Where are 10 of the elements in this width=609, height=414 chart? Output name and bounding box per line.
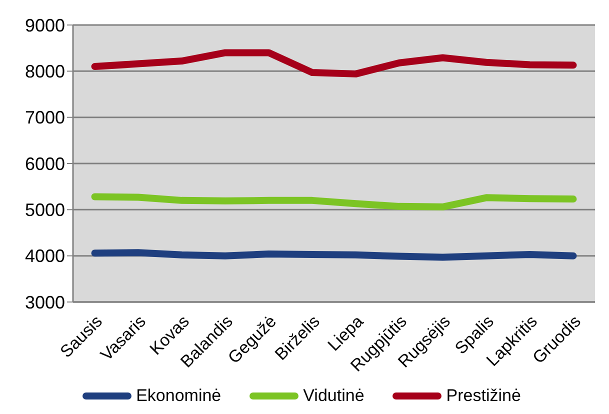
legend-label: Prestižinė — [445, 386, 521, 406]
legend-label: Ekonominė — [135, 386, 222, 406]
y-tick-label: 4000 — [24, 246, 65, 266]
y-tick-label: 9000 — [24, 15, 65, 36]
y-tick-label: 5000 — [24, 200, 65, 220]
y-tick-label: 7000 — [24, 108, 65, 128]
y-tick-label: 8000 — [24, 62, 65, 82]
legend-label: Vidutinė — [302, 386, 364, 406]
y-tick-label: 3000 — [24, 292, 65, 312]
y-tick-label: 6000 — [24, 154, 65, 174]
